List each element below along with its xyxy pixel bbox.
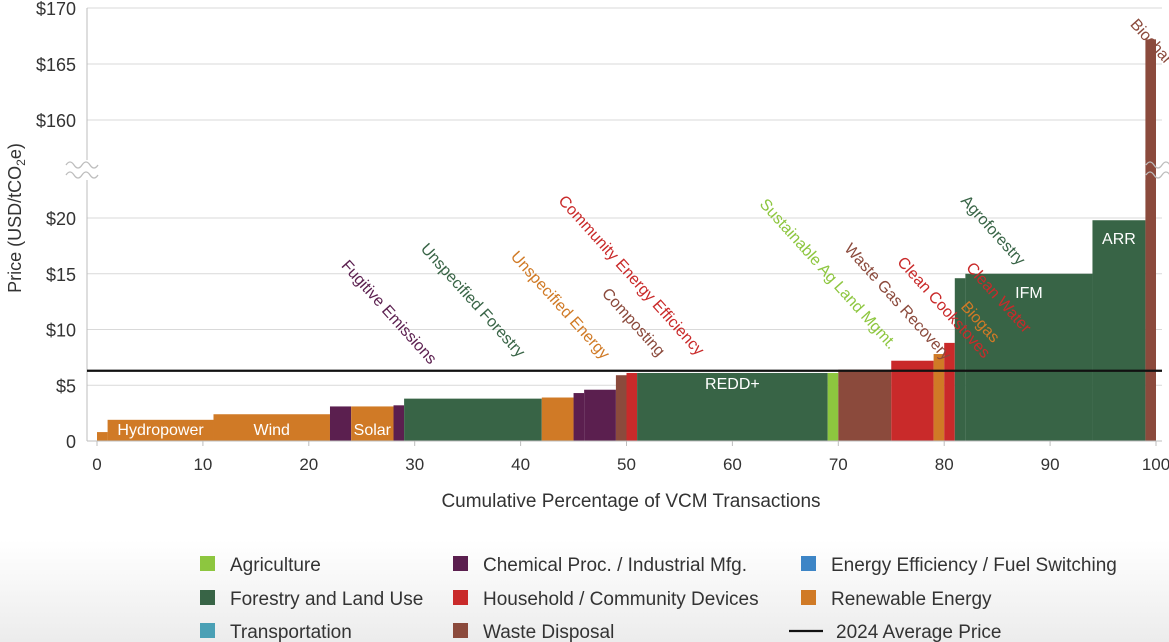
bar	[827, 372, 839, 441]
bar	[213, 414, 330, 441]
bar	[351, 406, 394, 441]
legend-label: Renewable Energy	[831, 589, 992, 610]
bar	[573, 393, 585, 441]
legend-swatch	[801, 556, 816, 571]
x-tick-label: 30	[405, 455, 424, 474]
y-tick-label: $15	[46, 265, 76, 285]
bar	[891, 360, 934, 441]
x-tick-label: 80	[935, 455, 954, 474]
bar	[541, 397, 574, 441]
bar-segment	[1145, 150, 1156, 190]
x-tick-label: 20	[299, 455, 318, 474]
x-tick-label: 40	[511, 455, 530, 474]
y-tick-label: 0	[66, 432, 76, 452]
bar-inside-labels: Hydropower Wind Solar REDD+ IFM ARR	[117, 231, 1135, 439]
y-tick-label: $170	[36, 0, 76, 19]
legend-swatch	[200, 590, 215, 605]
y-axis-title: Price (USD/tCO2e)	[5, 143, 28, 293]
bar-inside-label: Wind	[254, 422, 290, 439]
bar	[393, 405, 405, 441]
legend-swatch	[200, 556, 215, 571]
axis-break-mark	[1145, 171, 1169, 179]
legend-label: Agriculture	[230, 555, 321, 576]
bar	[965, 273, 1093, 441]
y-tick-label: $160	[36, 111, 76, 131]
y-tick-label: $20	[46, 209, 76, 229]
axes	[86, 8, 1162, 442]
bar	[626, 372, 638, 441]
bar	[329, 406, 352, 441]
legend-swatch	[453, 590, 468, 605]
x-tick-labels: 0 10 20 30 40 50 60 70 80 90 100	[92, 455, 1169, 474]
bar	[584, 389, 616, 441]
x-tick-label: 100	[1142, 455, 1169, 474]
legend-label: Waste Disposal	[483, 622, 614, 642]
bar	[637, 372, 828, 441]
axis-break-marks	[60, 150, 1169, 190]
bar	[1145, 39, 1156, 442]
legend-label: Energy Efficiency / Fuel Switching	[831, 555, 1117, 576]
axis-break-mark	[65, 161, 99, 169]
legend-label: Forestry and Land Use	[230, 589, 423, 610]
bar	[944, 342, 955, 441]
legend-label: Transportation	[230, 622, 352, 642]
legend-swatch	[453, 623, 468, 638]
x-tick-label: 0	[92, 455, 101, 474]
legend-swatch	[200, 623, 215, 638]
bar-inside-label: REDD+	[705, 376, 760, 393]
bar	[954, 278, 966, 441]
bar	[615, 375, 627, 441]
axis-break-mark	[1145, 161, 1169, 169]
x-tick-label: 50	[617, 455, 636, 474]
x-tick-label: 10	[193, 455, 212, 474]
bar-inside-label: Solar	[354, 422, 392, 439]
bar-inside-label: IFM	[1015, 285, 1043, 302]
bar-inside-label: Hydropower	[117, 422, 204, 439]
x-tick-label: 70	[829, 455, 848, 474]
legend: Agriculture Chemical Proc. / Industrial M…	[200, 555, 1117, 642]
bar-series	[97, 39, 1156, 442]
y-tick-label: $165	[36, 55, 76, 75]
bar	[404, 398, 542, 441]
bar	[1092, 220, 1146, 441]
axis-break-mark	[65, 171, 99, 179]
y-tick-label: $5	[56, 376, 76, 396]
legend-swatch	[801, 590, 816, 605]
bar	[933, 354, 945, 441]
legend-swatch	[453, 556, 468, 571]
legend-label: Household / Community Devices	[483, 589, 759, 610]
legend-label: 2024 Average Price	[836, 622, 1002, 642]
bar-inside-label: ARR	[1102, 231, 1136, 248]
bar-annotation: Agroforestry	[957, 193, 1028, 269]
axis-break-band	[60, 160, 1169, 180]
x-tick-label: 90	[1041, 455, 1060, 474]
x-axis-title: Cumulative Percentage of VCM Transaction…	[441, 491, 820, 512]
gridlines	[87, 7, 1162, 446]
y-tick-labels: 0 $5 $10 $15 $20 $160 $165 $170	[36, 0, 76, 452]
x-tick-label: 60	[723, 455, 742, 474]
y-tick-label: $10	[46, 321, 76, 341]
bar	[107, 419, 214, 441]
bar	[97, 432, 108, 441]
bar	[838, 369, 892, 441]
legend-label: Chemical Proc. / Industrial Mfg.	[483, 555, 747, 576]
